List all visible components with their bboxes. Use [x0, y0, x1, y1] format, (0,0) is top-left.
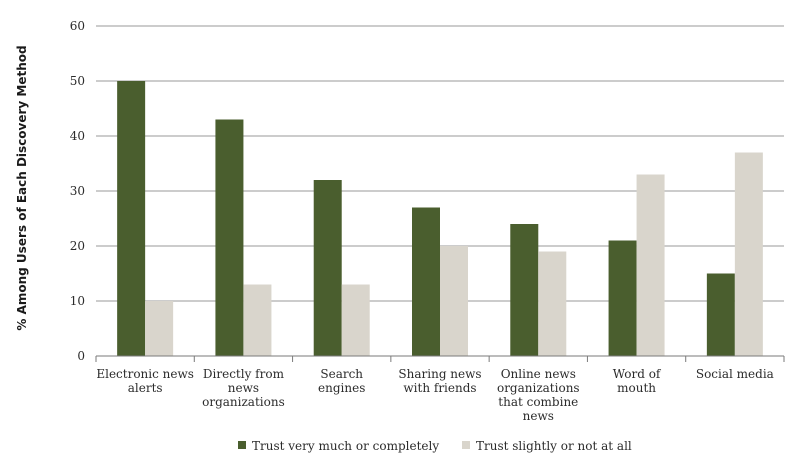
bar-trust-high	[510, 224, 539, 356]
y-tick-label: 0	[77, 349, 85, 363]
legend-swatch	[462, 441, 470, 449]
x-tick-label: Directly from news organizations	[202, 367, 285, 409]
y-tick-label: 50	[70, 74, 85, 88]
x-axis-labels: Electronic news alerts Directly from news or…	[96, 367, 773, 423]
bar-trust-high	[608, 240, 637, 356]
bar-trust-low	[243, 284, 272, 356]
y-tick-label: 60	[70, 19, 85, 33]
bar-trust-high	[313, 180, 342, 356]
y-tick-label: 10	[70, 294, 85, 308]
bar-trust-low	[734, 152, 763, 356]
bar-trust-low	[636, 174, 665, 356]
x-tick-label: Sharing news with friends	[398, 367, 481, 395]
bars	[117, 81, 763, 356]
bar-trust-high	[117, 81, 146, 356]
x-tick-label: Word of mouth	[613, 367, 662, 395]
x-axis	[95, 355, 785, 362]
y-axis-ticks: 0 10 20 30 40 50 60	[70, 19, 85, 363]
x-tick-label: Online news organizations that combine news	[497, 367, 580, 423]
y-tick-label: 20	[70, 239, 85, 253]
bar-trust-high	[215, 119, 244, 356]
bar-trust-low	[145, 301, 174, 356]
y-tick-label: 30	[70, 184, 85, 198]
legend-label: Trust very much or completely	[252, 439, 439, 453]
x-tick-label: Social media	[696, 367, 774, 381]
legend-swatch	[238, 441, 246, 449]
legend: Trust very much or completely Trust sligh…	[238, 439, 632, 453]
x-tick-label: Electronic news alerts	[96, 367, 194, 395]
y-tick-label: 40	[70, 129, 85, 143]
bar-trust-low	[440, 246, 468, 356]
y-axis-title: % Among Users of Each Discovery Method	[15, 45, 29, 330]
x-tick-label: Search engines	[318, 367, 365, 395]
bar-trust-low	[341, 284, 370, 356]
legend-label: Trust slightly or not at all	[476, 439, 632, 453]
bar-trust-low	[538, 251, 567, 356]
bar-trust-high	[706, 273, 735, 356]
bar-trust-high	[412, 207, 440, 356]
